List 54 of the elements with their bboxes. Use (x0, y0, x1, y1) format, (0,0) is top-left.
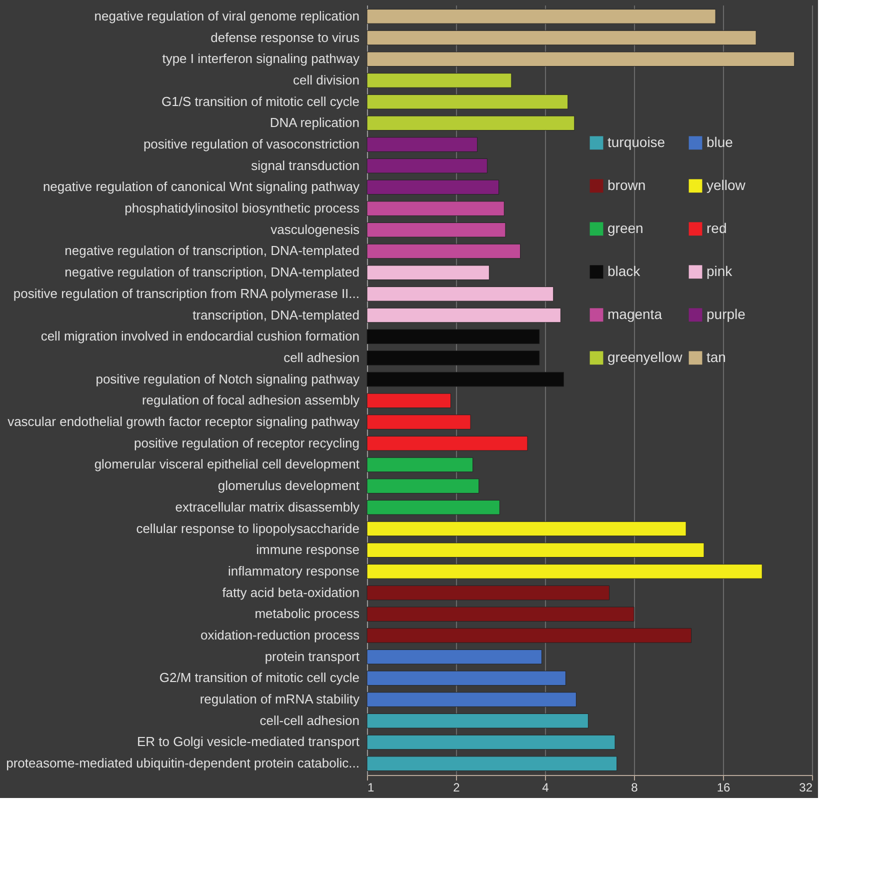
legend-label: green (608, 220, 644, 236)
y-tick-label: G2/M transition of mitotic cell cycle (159, 670, 360, 686)
y-tick-label: glomerular visceral epithelial cell development (94, 456, 360, 472)
y-tick-label: proteasome-mediated ubiquitin-dependent protein catabolic... (6, 756, 360, 771)
y-tick-label: fatty acid beta-oxidation (222, 584, 360, 600)
y-tick-label: cell adhesion (284, 350, 360, 365)
y-tick-label: transcription, DNA-templated (192, 307, 360, 322)
y-tick-label: vascular endothelial growth factor receptor signaling pathway (8, 414, 360, 430)
legend-label: pink (706, 262, 734, 279)
y-tick-label: inflammatory response (228, 563, 360, 578)
y-tick-label: immune response (256, 542, 360, 558)
legend-label: tan (706, 348, 726, 365)
y-tick-label: signal transduction (251, 158, 360, 173)
y-tick-label: cell migration involved in endocardial cushion formation (40, 328, 360, 344)
y-tick-label: phosphatidylinositol biosynthetic process (124, 200, 360, 216)
legend-label: red (706, 220, 727, 236)
legend-label: turquoise (608, 134, 666, 150)
y-tick-label: negative regulation of viral genome replication (94, 8, 360, 24)
y-tick-label: type I interferon signaling pathway (162, 51, 360, 66)
x-tick-label: 32 (799, 780, 813, 794)
y-tick-label: protein transport (264, 648, 360, 664)
y-tick-label: extracellular matrix disassembly (175, 499, 360, 514)
legend-label: yellow (706, 176, 746, 193)
y-tick-label: negative regulation of transcription, DNA-templated (64, 243, 360, 258)
y-tick-label: positive regulation of transcription from RNA polymerase II... (13, 286, 360, 301)
y-tick-label: cellular response to lipopolysaccharide (136, 520, 360, 536)
y-tick-label: vasculogenesis (270, 222, 360, 237)
x-tick-label: 1 (368, 780, 374, 794)
y-tick-label: metabolic process (254, 606, 360, 622)
y-tick-label: DNA replication (270, 115, 360, 130)
y-tick-label: positive regulation of receptor recycling (134, 435, 360, 450)
y-tick-label: glomerulus development (218, 478, 360, 494)
x-tick-label: 2 (453, 780, 460, 794)
y-tick-label: positive regulation of vasoconstriction (143, 136, 360, 152)
y-tick-label: negative regulation of canonical Wnt signaling pathway (42, 179, 360, 194)
x-tick-label: 4 (542, 780, 550, 794)
y-tick-label: regulation of focal adhesion assembly (142, 392, 360, 408)
y-tick-label: negative regulation of transcription, DNA-templated (64, 264, 360, 280)
x-tick-label: 8 (631, 780, 638, 794)
x-tick-label: 16 (716, 780, 730, 794)
y-tick-label: oxidation-reduction process (200, 627, 360, 642)
y-tick-label: cell-cell adhesion (260, 712, 360, 728)
y-tick-label: defense response to virus (210, 30, 360, 45)
y-tick-label: cell division (293, 72, 360, 88)
y-tick-label: G1/S transition of mitotic cell cycle (162, 94, 360, 109)
legend-label: purple (706, 306, 746, 322)
legend-label: greenyellow (608, 348, 684, 365)
legend-label: blue (706, 134, 734, 150)
legend-label: black (608, 262, 642, 279)
y-tick-label: positive regulation of Notch signaling pathway (96, 371, 360, 386)
y-tick-label: ER to Golgi vesicle-mediated transport (136, 734, 360, 750)
y-tick-label: regulation of mRNA stability (200, 692, 360, 707)
legend-label: brown (608, 176, 646, 193)
legend-label: magenta (608, 306, 662, 322)
